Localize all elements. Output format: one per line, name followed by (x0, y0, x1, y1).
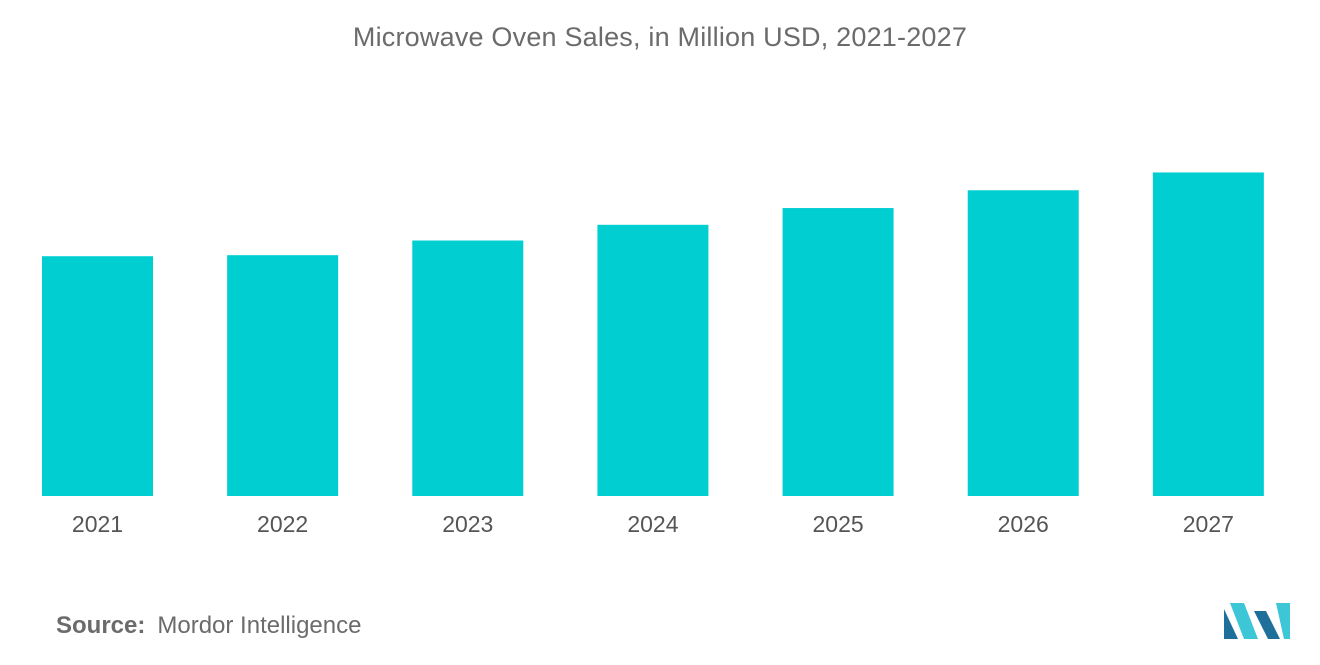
chart-title: Microwave Oven Sales, in Million USD, 20… (352, 22, 968, 52)
bar-2026 (967, 190, 1079, 496)
mordor-intelligence-logo-icon (1224, 603, 1290, 639)
x-tick-label-2021: 2021 (72, 511, 123, 537)
x-tick-label-2027: 2027 (1183, 511, 1234, 537)
bar-2027 (1152, 172, 1264, 497)
bar-2021 (42, 256, 153, 496)
x-tick-label-2023: 2023 (442, 511, 493, 537)
source-label: Source: (56, 612, 146, 639)
source-footer: Source: Mordor Intelligence (56, 612, 361, 640)
x-tick-label-2026: 2026 (998, 511, 1049, 537)
source-value: Mordor Intelligence (157, 612, 362, 639)
x-tick-label-2024: 2024 (627, 511, 678, 537)
bar-2023 (412, 240, 524, 496)
x-tick-label-2025: 2025 (812, 511, 863, 537)
x-tick-label-2022: 2022 (257, 511, 308, 537)
bar-2025 (782, 208, 894, 496)
bar-2024 (597, 224, 709, 496)
bar-2022 (227, 255, 339, 496)
